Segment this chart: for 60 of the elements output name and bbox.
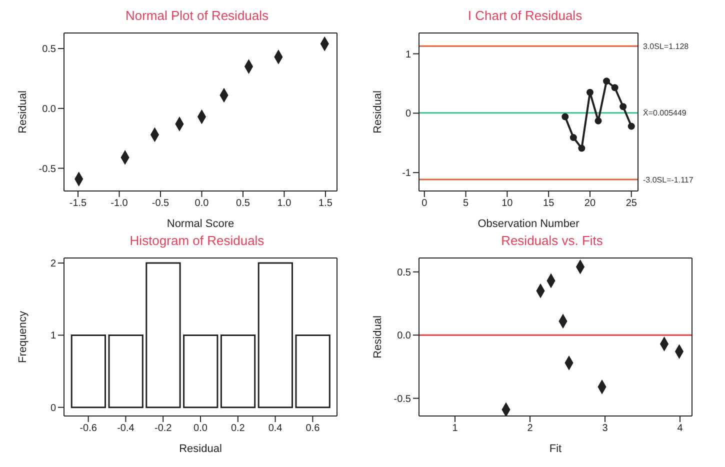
ref-line-label: 3.0SL=1.128 — [643, 42, 690, 52]
point — [611, 84, 618, 92]
x-axis-title: Observation Number — [478, 218, 580, 230]
chart-title: I Chart of Residuals — [466, 8, 584, 25]
point — [562, 113, 569, 120]
point — [578, 144, 586, 152]
y-tick-label: 0.0 — [397, 330, 412, 342]
x-tick-label: 0.4 — [268, 423, 283, 434]
chart-title: Histogram of Residuals — [128, 233, 266, 250]
x-tick-label: 0 — [422, 198, 428, 210]
x-tick-label: 0.0 — [194, 423, 208, 434]
point — [603, 78, 610, 85]
x-tick-label: 20 — [584, 198, 596, 210]
y-tick-label: 1 — [405, 49, 412, 60]
y-tick-label: 0 — [50, 402, 56, 414]
x-tick-label: 1 — [452, 423, 458, 434]
x-tick-label: 3 — [602, 423, 608, 434]
x-tick-label: 1.5 — [318, 198, 333, 210]
x-tick-label: -1.5 — [69, 198, 88, 210]
x-tick-label: 0.5 — [236, 198, 250, 210]
x-tick-label: 0.6 — [306, 423, 320, 434]
x-tick-label: 5 — [463, 198, 469, 210]
chart-title: Normal Plot of Residuals — [124, 8, 270, 25]
x-axis-title: Residual — [179, 443, 222, 455]
x-tick-label: -0.4 — [117, 423, 135, 434]
y-axis-title: Frequency — [16, 310, 29, 363]
ref-line-label: -3.0SL=-1.117 — [643, 175, 694, 184]
x-tick-label: 2 — [527, 423, 534, 434]
y-tick-label: -0.5 — [38, 164, 56, 175]
point — [620, 103, 627, 110]
y-axis-title: Residual — [372, 90, 384, 134]
x-tick-label: 15 — [543, 198, 555, 210]
x-tick-label: -0.6 — [80, 423, 98, 434]
y-tick-label: 1 — [50, 330, 56, 342]
y-tick-label: 0.5 — [397, 267, 412, 278]
x-tick-label: 25 — [626, 198, 638, 210]
y-axis-title: Residual — [16, 90, 29, 134]
x-tick-label: -0.5 — [152, 198, 170, 210]
point — [586, 88, 594, 96]
x-tick-label: 0.2 — [230, 423, 246, 434]
x-tick-label: 10 — [502, 198, 514, 210]
x-axis-title: Fit — [549, 443, 562, 455]
ref-line-label: X̄=0.005449 — [643, 108, 687, 118]
y-tick-label: -0.5 — [394, 394, 412, 405]
x-tick-label: 1.0 — [277, 198, 292, 210]
y-axis-title: Residual — [372, 316, 384, 358]
point — [594, 117, 602, 124]
x-axis-title: Normal Score — [166, 218, 234, 230]
x-tick-label: 4 — [677, 423, 684, 434]
y-tick-label: 0.0 — [42, 104, 56, 115]
y-tick-label: 0.5 — [42, 44, 56, 56]
x-tick-label: 0.0 — [194, 198, 210, 210]
x-tick-label: -1.0 — [110, 198, 128, 210]
y-tick-label: -1 — [402, 168, 412, 180]
y-tick-label: 0 — [405, 108, 412, 120]
point — [628, 122, 635, 130]
x-tick-label: -0.2 — [154, 423, 172, 434]
point — [570, 134, 577, 142]
y-tick-label: 2 — [50, 258, 56, 270]
chart-title: Residuals vs. Fits — [500, 233, 604, 250]
